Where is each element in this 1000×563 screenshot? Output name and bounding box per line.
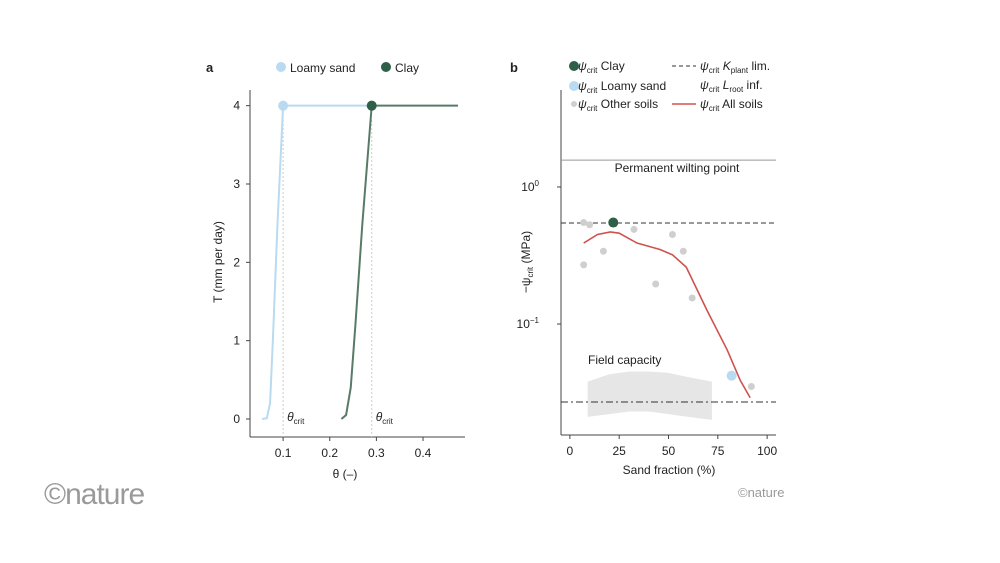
series-line-clay — [340, 104, 459, 420]
legend-b-marker — [569, 61, 579, 71]
other-soil-point — [652, 280, 660, 288]
y-tick-label-a: 1 — [233, 334, 240, 348]
other-soil-point — [688, 294, 696, 302]
y-axis-a-title: T (mm per day) — [211, 221, 225, 303]
x-tick-label-a: 0.4 — [415, 446, 432, 460]
legend-b-entry: ψcrit All soils — [700, 97, 763, 113]
loamy-sand-point — [726, 370, 737, 381]
theta-crit-label: θcrit — [287, 410, 305, 426]
y-tick-label-a: 2 — [233, 255, 240, 269]
all-soils-curve — [583, 231, 751, 399]
y-tick-label-a: 0 — [233, 412, 240, 426]
nature-watermark-small: ©nature — [738, 485, 785, 500]
y-axis-b-title: −ψcrit (MPa) — [519, 231, 535, 293]
critical-point-clay — [366, 100, 377, 111]
y-tick-label-a: 3 — [233, 177, 240, 191]
y-tick-label-b: 100 — [521, 179, 539, 194]
x-axis-b-title: Sand fraction (%) — [623, 463, 716, 477]
legend-b-entry: ψcrit Clay — [578, 59, 625, 75]
x-tick-label-a: 0.2 — [321, 446, 338, 460]
panel-a: a Loamy sand Clay 0.1 0.2 0.3 0.4 0 1 2 3 4 θcri… — [206, 60, 465, 481]
other-soil-point — [679, 247, 687, 255]
other-soil-point — [668, 231, 676, 239]
x-tick-label-b: 100 — [757, 444, 777, 458]
x-tick-label-a: 0.3 — [368, 446, 385, 460]
permanent-wilting-point-label: Permanent wilting point — [615, 161, 740, 175]
x-axis-a-title: θ (–) — [333, 467, 358, 481]
other-soil-point — [580, 219, 588, 227]
other-soil-point — [747, 383, 755, 391]
legend-b-entry: ψcrit Other soils — [578, 97, 658, 113]
legend-b-marker — [569, 81, 579, 91]
other-soil-point — [630, 225, 638, 233]
nature-watermark-large: ©nature — [44, 478, 145, 511]
y-tick-label-b: 10−1 — [517, 316, 540, 331]
field-capacity-band — [587, 371, 712, 420]
x-tick-label-a: 0.1 — [275, 446, 292, 460]
panel-b: b ψcrit Clay ψcrit Loamy sand ψcrit Other … — [510, 59, 777, 477]
panel-b-label: b — [510, 60, 518, 75]
x-tick-label-b: 25 — [613, 444, 627, 458]
x-tick-label-b: 0 — [567, 444, 574, 458]
legend-a-clay: Clay — [395, 61, 419, 75]
critical-point-loamy-sand — [278, 100, 289, 111]
x-tick-label-b: 75 — [711, 444, 725, 458]
series-line-loamy-sand — [261, 104, 372, 420]
legend-b-entry: ψcrit Loamy sand — [578, 79, 666, 95]
other-soil-point — [580, 261, 588, 269]
y-tick-label-a: 4 — [233, 99, 240, 113]
panel-a-label: a — [206, 60, 214, 75]
legend-b-entry: ψcrit Kplant lim. — [700, 59, 770, 75]
theta-crit-label: θcrit — [376, 410, 394, 426]
legend-a-clay-marker — [381, 62, 391, 72]
other-soil-point — [586, 221, 594, 229]
clay-point — [608, 217, 619, 228]
legend-a-loamy-sand-marker — [276, 62, 286, 72]
legend-b-entry: ψcrit Lroot inf. — [700, 78, 763, 94]
legend-a-loamy-sand: Loamy sand — [290, 61, 355, 75]
legend-b-marker — [571, 101, 577, 107]
other-soil-point — [599, 247, 607, 255]
x-tick-label-b: 50 — [662, 444, 676, 458]
field-capacity-label: Field capacity — [588, 353, 661, 367]
